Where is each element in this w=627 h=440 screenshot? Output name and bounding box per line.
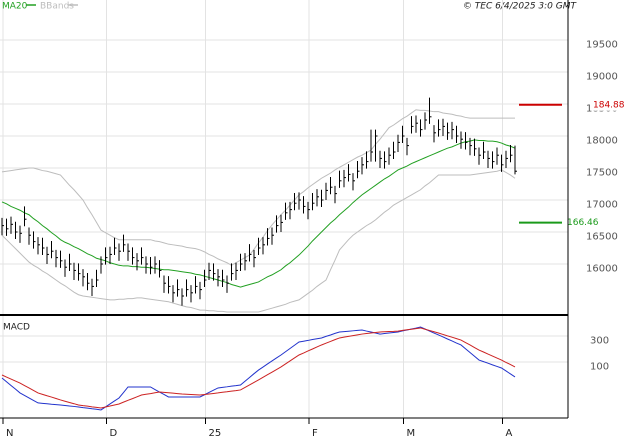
x-tick-label: M <box>407 428 416 439</box>
legend-label: MA20 <box>2 2 28 12</box>
y-tick-label: 300 <box>590 335 609 346</box>
y-tick-label: 17500 <box>586 167 618 178</box>
macd-line <box>1 327 516 409</box>
x-tick-label: 25 <box>209 428 222 439</box>
y-tick-label: 100 <box>590 361 609 372</box>
x-tick-label: N <box>6 428 13 439</box>
x-tick-label: F <box>312 428 318 439</box>
x-tick-label: D <box>110 428 118 439</box>
x-tick-label: A <box>506 428 513 439</box>
y-tick-label: 16000 <box>586 263 618 274</box>
y-tick-label: 16500 <box>586 231 618 242</box>
ma-line <box>1 139 516 288</box>
level-label: 184.88 <box>593 100 625 110</box>
level-label: 166.46 <box>567 218 599 228</box>
level-label-bg <box>592 98 626 111</box>
panel-title: MACD <box>3 323 30 333</box>
source: © TEC 6/4/2025 3:0 GMT <box>463 2 578 12</box>
band-line <box>1 169 516 313</box>
legend-label: BBands <box>40 2 74 12</box>
y-tick-label: 19000 <box>586 71 618 82</box>
y-tick-label: 17000 <box>586 199 618 210</box>
macd-line <box>1 326 516 411</box>
level-label-bg <box>566 216 600 229</box>
y-tick-label: 18000 <box>586 135 618 146</box>
y-tick-label: 19500 <box>586 39 618 50</box>
